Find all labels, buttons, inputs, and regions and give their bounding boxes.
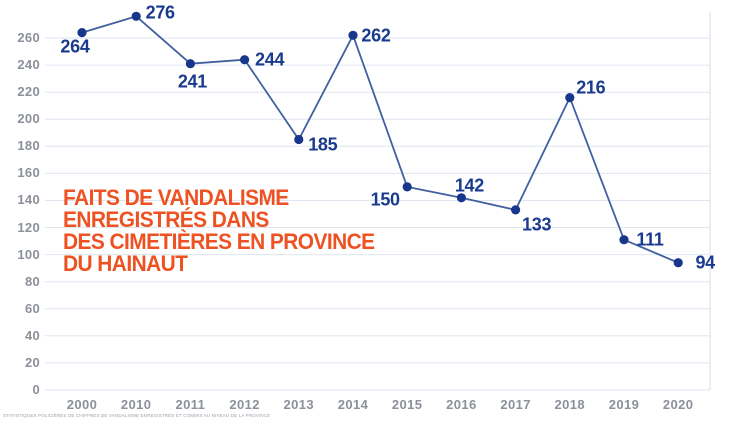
x-tick-label-2015: 2015 [391,397,423,412]
data-point-2020 [673,258,683,268]
y-tick-label-260: 260 [17,30,40,45]
y-tick-label-120: 120 [17,219,40,235]
value-label-2018: 216 [576,77,606,98]
x-tick-label-2018: 2018 [554,397,586,412]
value-label-2012: 244 [255,49,285,70]
x-tick-label-2012: 2012 [229,397,260,412]
y-tick-label-140: 140 [17,192,40,208]
y-tick-label-80: 80 [24,273,40,289]
value-label-2015: 150 [370,189,400,210]
x-tick-label-2014: 2014 [337,397,369,412]
y-tick-label-40: 40 [24,327,40,343]
value-label-2020: 94 [695,252,715,273]
value-label-2014: 262 [361,25,391,46]
x-tick-label-2016: 2016 [446,397,477,412]
x-tick-label-2017: 2017 [500,397,531,412]
y-tick-label-180: 180 [17,138,40,154]
value-label-2017: 133 [522,214,552,235]
value-label-2010: 276 [145,2,175,23]
y-tick-label-220: 220 [17,84,40,100]
chart-title-line-3: DES CIMETIÈRES EN PROVINCE [63,229,375,254]
value-label-2000: 264 [60,36,90,57]
value-label-2019: 111 [636,229,664,250]
data-point-2016 [456,193,466,203]
data-point-2015 [402,182,412,192]
x-tick-label-2020: 2020 [662,397,694,412]
chart-title-line-2: ENREGISTRÉS DANS [63,207,269,232]
x-tick-label-2000: 2000 [66,397,98,412]
value-label-2016: 142 [454,175,484,196]
value-label-2013: 185 [308,134,338,155]
data-point-2014 [348,30,358,40]
y-tick-label-200: 200 [17,111,40,127]
x-tick-label-2011: 2011 [175,397,206,412]
gridlines [45,12,711,391]
source-note: STATISTIQUES POLICIÈRES DE CHIFFRES DE V… [3,413,271,418]
y-tick-label-100: 100 [17,246,40,262]
y-tick-label-240: 240 [17,57,40,73]
y-tick-label-160: 160 [17,165,40,181]
data-point-2010 [131,11,141,21]
y-tick-label-20: 20 [24,354,40,370]
chart-title-line-4: DU HAINAUT [63,251,188,276]
x-tick-label-2013: 2013 [283,397,315,412]
data-point-2000 [77,27,87,38]
data-point-2017 [510,205,521,215]
data-point-2013 [294,134,304,145]
data-point-2011 [185,59,195,69]
value-label-2011: 241 [177,71,207,92]
x-tick-label-2019: 2019 [608,397,640,412]
data-point-2019 [619,235,629,245]
y-tick-label-0: 0 [32,382,40,397]
x-tick-label-2010: 2010 [120,397,152,412]
data-point-2018 [565,93,575,103]
data-point-2012 [240,55,250,65]
chart-title-line-1: FAITS DE VANDALISME [63,185,289,210]
y-tick-label-60: 60 [24,300,40,316]
chart-title: FAITS DE VANDALISME ENREGISTRÉS DANS DES… [63,187,375,275]
data-line-series [77,11,683,268]
